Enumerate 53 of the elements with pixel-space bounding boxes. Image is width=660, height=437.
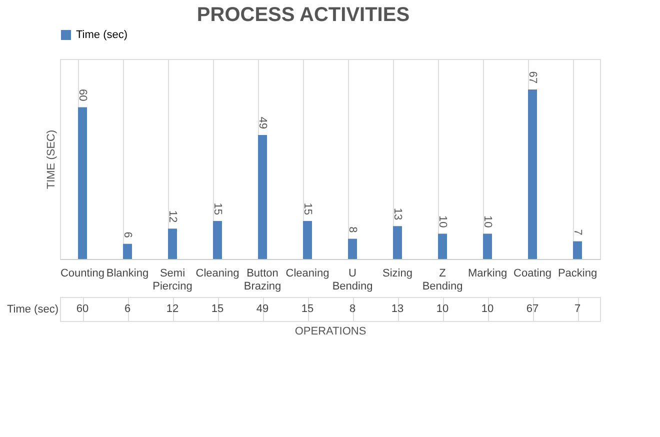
data-label: 10 — [482, 215, 494, 228]
bar — [348, 238, 357, 259]
x-tick-label: Marking — [468, 268, 508, 280]
bar — [303, 221, 312, 259]
legend-label: Time (sec) — [76, 29, 128, 41]
data-label: 67 — [526, 71, 538, 84]
bar — [123, 244, 132, 259]
x-tick-label: U Bending — [332, 268, 373, 292]
x-tick-label: Semi Piercing — [152, 268, 192, 292]
x-tick-label: Packing — [558, 268, 598, 280]
bar — [78, 107, 87, 259]
x-tick-label: Cleaning — [196, 268, 240, 280]
text: 49 — [256, 303, 269, 315]
text: 10 — [481, 303, 494, 315]
x-tick-label: Z Bending — [422, 268, 463, 292]
data-label: 13 — [392, 208, 404, 220]
bar — [393, 226, 402, 259]
data-label: 6 — [122, 232, 134, 238]
data-label: 15 — [302, 202, 314, 216]
bar — [258, 135, 267, 259]
text: 13 — [391, 303, 404, 315]
x-tick-label: Sizing — [382, 268, 412, 280]
data-label: 8 — [346, 226, 358, 233]
text: 15 — [301, 303, 314, 315]
x-tick-label: Button Brazing — [244, 268, 282, 292]
text: 12 — [166, 303, 179, 315]
x-tick-label: Counting — [60, 268, 105, 280]
text: 10 — [436, 303, 449, 315]
x-tick-label: Coating — [514, 268, 552, 280]
data-label: 49 — [256, 116, 268, 130]
data-label: 15 — [212, 202, 224, 216]
data-label: 10 — [436, 215, 448, 228]
bar — [168, 228, 177, 259]
bar — [483, 234, 492, 259]
bar — [438, 234, 447, 259]
chart-title: PROCESS ACTIVITIES — [196, 4, 410, 26]
x-axis-title: OPERATIONS — [294, 326, 366, 338]
text: 60 — [76, 303, 89, 315]
x-tick-label: Blanking — [106, 268, 149, 280]
text: 7 — [574, 303, 581, 315]
data-label: 60 — [76, 88, 88, 102]
text: 6 — [124, 303, 131, 315]
bar — [528, 90, 537, 259]
bar — [213, 221, 222, 259]
data-label: 12 — [166, 210, 178, 223]
y-axis-title: TIME (SEC) — [46, 130, 58, 190]
bar — [573, 241, 582, 259]
text: 67 — [526, 303, 539, 315]
data-label: 7 — [572, 229, 584, 236]
text: 15 — [211, 303, 224, 315]
text: 8 — [349, 303, 356, 315]
text: Time (sec) — [6, 304, 58, 316]
x-tick-label: Cleaning — [286, 268, 330, 280]
